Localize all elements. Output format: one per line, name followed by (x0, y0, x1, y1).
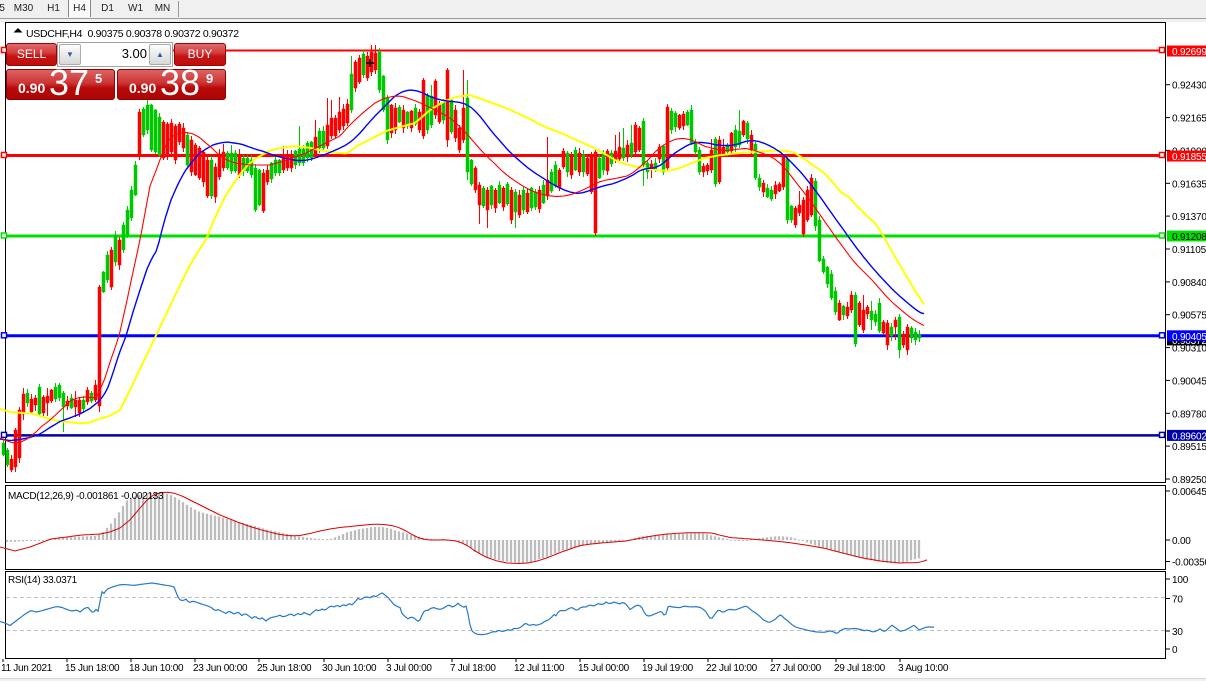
svg-text:29 Jul 18:00: 29 Jul 18:00 (834, 663, 886, 674)
svg-text:0.90045: 0.90045 (1172, 376, 1206, 387)
svg-text:0.91105: 0.91105 (1172, 245, 1206, 256)
svg-text:22 Jul 10:00: 22 Jul 10:00 (706, 663, 758, 674)
svg-text:0.00: 0.00 (1172, 536, 1191, 547)
svg-text:0.91635: 0.91635 (1172, 179, 1206, 190)
svg-text:3 Jul 00:00: 3 Jul 00:00 (386, 663, 432, 674)
svg-text:-0.0035071: -0.0035071 (1172, 558, 1206, 569)
svg-text:27 Jul 00:00: 27 Jul 00:00 (770, 663, 822, 674)
svg-text:0: 0 (1172, 645, 1178, 656)
svg-text:0.92165: 0.92165 (1172, 114, 1206, 125)
svg-text:0.89515: 0.89515 (1172, 442, 1206, 453)
svg-text:15 Jul 00:00: 15 Jul 00:00 (578, 663, 630, 674)
svg-text:USDCHF,H4 0.90375 0.90378 0.9: USDCHF,H4 0.90375 0.90378 0.90372 0.9037… (26, 28, 239, 40)
svg-text:7 Jul 18:00: 7 Jul 18:00 (450, 663, 496, 674)
svg-text:0.91370: 0.91370 (1172, 212, 1206, 223)
svg-text:0.0064517: 0.0064517 (1172, 487, 1206, 498)
svg-text:18 Jun 10:00: 18 Jun 10:00 (129, 663, 184, 674)
svg-text:0.91855: 0.91855 (1172, 152, 1206, 163)
svg-text:0.90372: 0.90372 (1172, 336, 1206, 347)
svg-text:0.90405: 0.90405 (1172, 332, 1206, 343)
svg-text:12 Jul 11:00: 12 Jul 11:00 (514, 663, 565, 674)
svg-text:0.89602: 0.89602 (1172, 431, 1206, 442)
svg-text:19 Jul 19:00: 19 Jul 19:00 (642, 663, 694, 674)
svg-text:0.90575: 0.90575 (1172, 311, 1206, 322)
svg-text:23 Jun 00:00: 23 Jun 00:00 (193, 663, 248, 674)
svg-text:0.92699: 0.92699 (1172, 47, 1206, 58)
svg-text:RSI(14) 33.0371: RSI(14) 33.0371 (8, 575, 78, 586)
svg-text:30: 30 (1172, 627, 1183, 638)
svg-text:3 Aug 10:00: 3 Aug 10:00 (898, 663, 949, 674)
svg-text:0.89780: 0.89780 (1172, 409, 1206, 420)
svg-text:MACD(12,26,9) -0.001861 -0.002: MACD(12,26,9) -0.001861 -0.002133 (8, 491, 164, 502)
svg-text:100: 100 (1172, 575, 1189, 586)
svg-text:0.91208: 0.91208 (1172, 232, 1206, 243)
svg-text:11 Jun 2021: 11 Jun 2021 (1, 663, 53, 674)
svg-text:30 Jun 10:00: 30 Jun 10:00 (322, 663, 377, 674)
svg-text:0.92430: 0.92430 (1172, 81, 1206, 92)
svg-text:15 Jun 18:00: 15 Jun 18:00 (65, 663, 120, 674)
svg-text:25 Jun 18:00: 25 Jun 18:00 (257, 663, 312, 674)
svg-text:0.90840: 0.90840 (1172, 278, 1206, 289)
svg-text:70: 70 (1172, 595, 1183, 606)
svg-text:0.89250: 0.89250 (1172, 475, 1206, 486)
svg-text:0.90310: 0.90310 (1172, 344, 1206, 355)
